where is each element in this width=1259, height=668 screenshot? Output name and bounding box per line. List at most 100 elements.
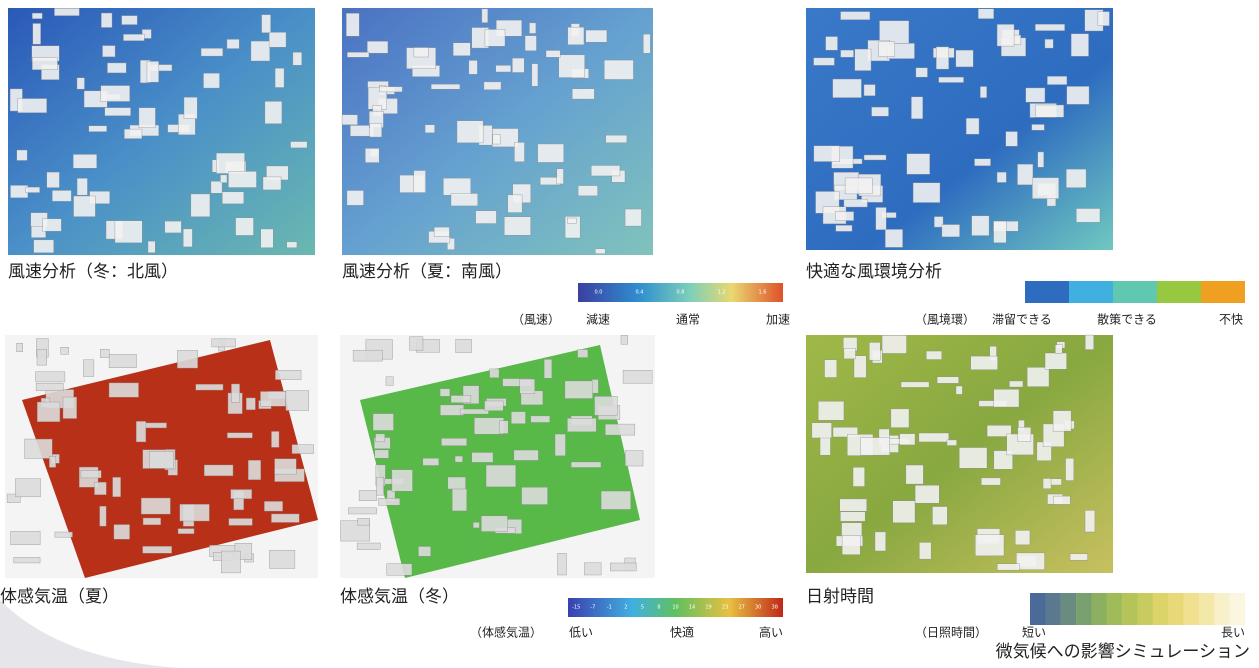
building: [643, 33, 651, 54]
building: [123, 34, 145, 41]
building: [372, 413, 394, 431]
building: [941, 224, 960, 238]
building: [268, 32, 287, 48]
building: [468, 60, 478, 75]
building: [489, 368, 500, 378]
building: [564, 380, 593, 399]
building: [10, 531, 41, 545]
building: [620, 335, 628, 345]
map-overlay: [360, 345, 640, 578]
building: [107, 62, 127, 74]
legend-tick: -15: [572, 605, 580, 611]
building: [262, 176, 282, 191]
building: [10, 185, 29, 199]
building: [275, 370, 302, 380]
legend-swatch: [1106, 593, 1123, 625]
building: [1047, 76, 1068, 85]
building: [604, 59, 634, 80]
building: [604, 423, 636, 436]
legend-label: 減速: [586, 312, 610, 327]
building: [1009, 380, 1024, 388]
building: [879, 20, 910, 44]
building: [986, 425, 1012, 437]
building: [16, 149, 28, 161]
legend-tick: 2: [624, 605, 627, 611]
building: [1084, 510, 1096, 533]
building: [454, 455, 463, 463]
building: [811, 422, 832, 439]
building: [915, 67, 928, 78]
building: [584, 562, 602, 576]
building: [955, 49, 974, 68]
building: [484, 400, 504, 411]
building: [46, 171, 60, 188]
building: [346, 190, 364, 206]
building: [514, 142, 525, 162]
building: [54, 531, 73, 538]
building: [99, 505, 107, 527]
building: [885, 229, 903, 248]
building: [567, 26, 585, 45]
building: [352, 349, 383, 362]
building: [484, 29, 506, 47]
building: [475, 210, 497, 224]
building: [912, 182, 941, 203]
legend-title: （体感気温）: [470, 625, 542, 640]
building: [138, 107, 156, 128]
building: [32, 12, 43, 19]
building: [177, 350, 198, 369]
building: [146, 61, 159, 83]
building: [183, 97, 198, 119]
building: [521, 487, 548, 505]
building: [108, 382, 139, 398]
building: [455, 339, 472, 353]
legend-swatch: [1198, 593, 1215, 625]
building: [367, 41, 389, 54]
building: [60, 347, 69, 355]
building: [1026, 367, 1050, 387]
building: [142, 546, 172, 554]
legend-tick: 30: [755, 605, 761, 611]
building: [832, 427, 858, 438]
building: [1053, 495, 1071, 505]
building: [348, 507, 377, 515]
building: [433, 226, 450, 237]
building: [965, 117, 980, 135]
building: [570, 461, 602, 468]
building: [226, 39, 240, 49]
building: [341, 114, 358, 126]
legend-label: 快適: [670, 625, 694, 640]
building: [874, 531, 886, 552]
building: [451, 488, 467, 512]
building: [271, 431, 280, 448]
building: [567, 217, 577, 224]
building: [269, 549, 296, 569]
building: [204, 464, 234, 477]
legend-label: 低い: [569, 626, 593, 640]
building: [622, 370, 653, 384]
building: [471, 452, 494, 463]
building: [391, 469, 413, 492]
building: [228, 518, 253, 526]
building: [881, 335, 907, 354]
building: [291, 444, 314, 454]
legend-tick: 14: [689, 605, 695, 611]
panel-caption: 風速分析（夏：南風）: [342, 262, 512, 282]
building: [124, 128, 143, 139]
legend-bar: [568, 598, 783, 617]
legend-bar: [1025, 281, 1245, 303]
building: [418, 546, 431, 557]
building: [73, 195, 96, 217]
building: [441, 438, 467, 446]
building: [545, 50, 561, 58]
building: [543, 359, 553, 379]
building: [15, 478, 41, 498]
building: [841, 535, 861, 555]
building: [104, 107, 131, 117]
building: [1037, 151, 1045, 168]
building: [356, 542, 381, 550]
footer: 微気候への影響シミュレーション: [996, 642, 1250, 662]
building: [1066, 86, 1090, 105]
building: [177, 528, 195, 534]
building: [136, 421, 147, 443]
